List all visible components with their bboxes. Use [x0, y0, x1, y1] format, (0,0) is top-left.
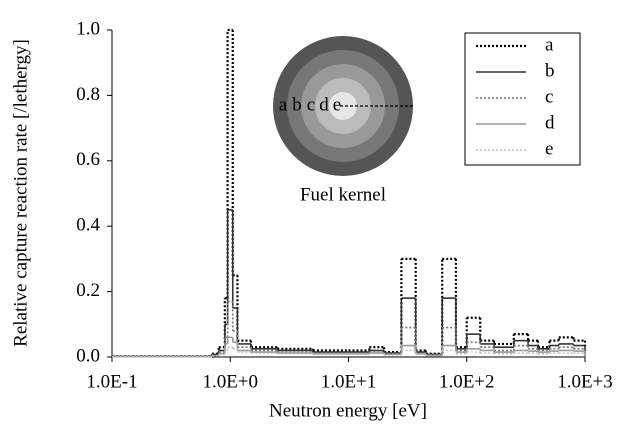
y-tick-label: 0.0	[76, 345, 100, 366]
legend-label: e	[545, 138, 553, 159]
x-tick-label: 1.0E+2	[439, 371, 495, 392]
legend-label: c	[545, 86, 553, 107]
legend-box	[464, 32, 581, 166]
inset-label: b	[292, 94, 302, 115]
legend-label: a	[545, 34, 554, 55]
inset-kernel	[273, 36, 413, 176]
x-tick-label: 1.0E-1	[86, 371, 137, 392]
inset-label: c	[307, 94, 315, 115]
inset-label: d	[319, 94, 329, 115]
y-tick-label: 0.4	[76, 215, 100, 236]
inset-label: e	[333, 94, 341, 115]
x-tick-label: 1.0E+0	[202, 371, 258, 392]
legend-label: d	[545, 112, 555, 133]
x-tick-label: 1.0E+3	[557, 371, 613, 392]
y-tick-label: 1.0	[76, 18, 100, 39]
x-tick-label: 1.0E+1	[321, 371, 377, 392]
legend-label: b	[545, 60, 555, 81]
y-tick-label: 0.6	[76, 149, 100, 170]
inset-caption: Fuel kernel	[300, 184, 386, 205]
inset-label: a	[279, 94, 288, 115]
x-axis-title: Neutron energy [eV]	[269, 400, 427, 421]
y-axis-title: Relative capture reaction rate [/letherg…	[10, 39, 31, 347]
y-tick-label: 0.8	[76, 84, 100, 105]
y-tick-label: 0.2	[76, 280, 100, 301]
